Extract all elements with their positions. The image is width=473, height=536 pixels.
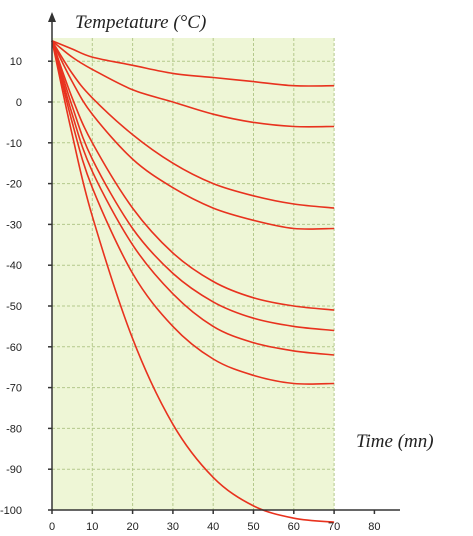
axes — [48, 12, 400, 514]
curves — [51, 40, 335, 523]
y-axis-label: Tempetature (°C) — [75, 12, 206, 33]
x-tick-label: 10 — [86, 521, 98, 533]
temperature-curve-2 — [51, 40, 335, 128]
temperature-curve-7 — [51, 40, 335, 356]
temperature-curve-3 — [51, 40, 335, 209]
temperature-curve-4 — [51, 40, 335, 230]
x-tick-label: 20 — [126, 521, 138, 533]
y-tick-label: -80 — [6, 423, 22, 435]
y-tick-label: -30 — [6, 219, 22, 231]
y-tick-label: -10 — [6, 138, 22, 150]
y-tick-label: -90 — [6, 464, 22, 476]
x-tick-label: 30 — [167, 521, 179, 533]
temperature-curve-5 — [51, 40, 335, 311]
tick-labels: 0 10 20 30 40 50 60 70 80 10 0 -10 -20 -30 -40 -50 -60 -7… — [0, 56, 381, 533]
x-tick-label: 40 — [207, 521, 219, 533]
y-tick-label: -40 — [6, 260, 22, 272]
temperature-curve-6 — [51, 40, 335, 332]
y-tick-label: -70 — [6, 383, 22, 395]
y-axis-arrow-icon — [48, 12, 56, 22]
y-tick-label: -20 — [6, 179, 22, 191]
grid-lines — [52, 38, 335, 510]
x-axis-label: Time (mn) — [356, 431, 434, 452]
x-tick-label: 80 — [368, 521, 380, 533]
temperature-curve-8 — [51, 40, 335, 385]
x-tick-label: 70 — [328, 521, 340, 533]
y-tick-label: 10 — [10, 56, 22, 68]
temperature-curve-9 — [51, 40, 335, 523]
x-tick-label: 0 — [49, 521, 55, 533]
x-tick-label: 60 — [288, 521, 300, 533]
temperature-curve-1 — [51, 40, 335, 87]
y-tick-label: -50 — [6, 301, 22, 313]
plot-area — [52, 38, 335, 510]
y-tick-label: -60 — [6, 342, 22, 354]
x-tick-label: 50 — [247, 521, 259, 533]
y-tick-label: 0 — [16, 97, 22, 109]
y-tick-label: -100 — [0, 505, 22, 517]
